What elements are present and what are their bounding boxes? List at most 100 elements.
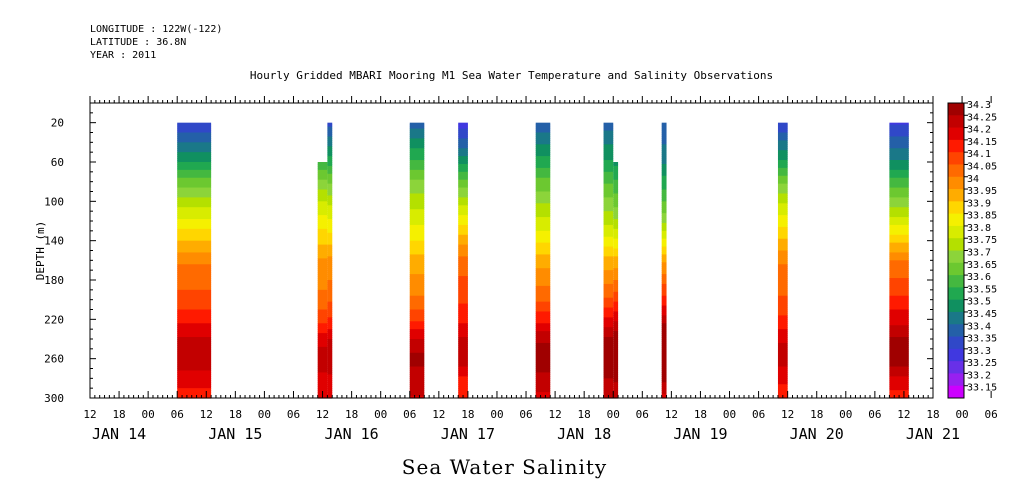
- salinity-cell: [889, 331, 909, 334]
- salinity-cell: [777, 280, 788, 283]
- salinity-cell: [535, 342, 551, 346]
- salinity-cell: [535, 248, 551, 252]
- salinity-cell: [535, 126, 551, 130]
- salinity-cell: [177, 358, 212, 362]
- salinity-cell: [177, 329, 212, 332]
- salinity-cell: [613, 350, 619, 354]
- salinity-cell: [409, 230, 425, 234]
- salinity-cell: [409, 126, 425, 130]
- colorbar-label: 33.55: [967, 284, 997, 295]
- salinity-cell: [177, 285, 212, 289]
- salinity-cell: [613, 319, 619, 322]
- salinity-cell: [458, 195, 468, 198]
- salinity-cell: [777, 209, 788, 212]
- salinity-cell: [327, 358, 333, 362]
- salinity-cell: [661, 331, 667, 334]
- salinity-cell: [409, 285, 425, 289]
- salinity-cell: [409, 197, 425, 200]
- salinity-cell: [458, 146, 468, 149]
- salinity-cell: [317, 382, 328, 385]
- colorbar-label: 33.4: [967, 321, 991, 332]
- salinity-cell: [409, 339, 425, 342]
- salinity-cell: [889, 376, 909, 379]
- salinity-cell: [661, 396, 667, 399]
- salinity-cell: [409, 307, 425, 311]
- salinity-cell: [603, 124, 614, 128]
- salinity-cell: [409, 392, 425, 395]
- salinity-cell: [661, 126, 667, 130]
- salinity-cell: [613, 234, 619, 238]
- salinity-cell: [777, 165, 788, 169]
- salinity-cell: [327, 293, 333, 297]
- salinity-cell: [777, 260, 788, 263]
- salinity-cell: [535, 209, 551, 212]
- salinity-cell: [177, 325, 212, 328]
- salinity-cell: [777, 224, 788, 228]
- salinity-cell: [458, 197, 468, 200]
- salinity-cell: [317, 230, 328, 234]
- salinity-cell: [409, 287, 425, 291]
- salinity-cell: [317, 380, 328, 383]
- salinity-cell: [889, 246, 909, 250]
- salinity-cell: [409, 128, 425, 132]
- salinity-cell: [535, 384, 551, 387]
- salinity-cell: [327, 392, 333, 395]
- salinity-cell: [409, 171, 425, 175]
- salinity-cell: [535, 142, 551, 145]
- x-hour-label: 00: [258, 408, 271, 421]
- salinity-cell: [777, 303, 788, 307]
- salinity-cell: [317, 301, 328, 305]
- salinity-cell: [889, 272, 909, 275]
- colorbar-swatch: [948, 361, 964, 374]
- salinity-cell: [777, 189, 788, 193]
- salinity-cell: [603, 311, 614, 315]
- salinity-cell: [409, 162, 425, 165]
- salinity-cell: [317, 299, 328, 303]
- salinity-cell: [661, 248, 667, 252]
- salinity-cell: [177, 368, 212, 372]
- salinity-cell: [661, 211, 667, 214]
- salinity-cell: [327, 181, 333, 185]
- salinity-cell: [409, 248, 425, 252]
- plot-frame: [89, 102, 934, 399]
- salinity-cell: [889, 122, 909, 126]
- data-segment-10: [889, 122, 909, 399]
- salinity-cell: [458, 329, 468, 332]
- salinity-cell: [535, 252, 551, 256]
- salinity-cell: [409, 140, 425, 143]
- salinity-cell: [777, 136, 788, 139]
- salinity-cell: [409, 163, 425, 167]
- salinity-cell: [327, 221, 333, 224]
- salinity-cell: [409, 179, 425, 183]
- salinity-cell: [889, 348, 909, 352]
- salinity-cell: [603, 270, 614, 273]
- salinity-cell: [777, 240, 788, 244]
- salinity-cell: [327, 248, 333, 252]
- x-hour-label: 00: [607, 408, 620, 421]
- salinity-cell: [327, 138, 333, 141]
- salinity-cell: [327, 374, 333, 377]
- salinity-cell: [535, 256, 551, 259]
- salinity-cell: [603, 315, 614, 318]
- salinity-cell: [603, 236, 614, 240]
- salinity-cell: [535, 232, 551, 236]
- salinity-cell: [603, 130, 614, 134]
- salinity-cell: [535, 260, 551, 263]
- salinity-cell: [458, 264, 468, 267]
- salinity-cell: [177, 244, 212, 248]
- salinity-cell: [317, 358, 328, 362]
- salinity-cell: [177, 305, 212, 309]
- salinity-cell: [777, 264, 788, 267]
- salinity-cell: [327, 140, 333, 143]
- salinity-cell: [327, 205, 333, 208]
- salinity-cell: [613, 276, 619, 279]
- salinity-cell: [409, 130, 425, 134]
- salinity-cell: [661, 134, 667, 138]
- salinity-cell: [613, 270, 619, 273]
- salinity-cell: [603, 309, 614, 313]
- data-segment-1: [317, 162, 328, 399]
- salinity-cell: [458, 211, 468, 214]
- salinity-cell: [458, 352, 468, 356]
- salinity-cell: [317, 346, 328, 350]
- salinity-cell: [613, 169, 619, 173]
